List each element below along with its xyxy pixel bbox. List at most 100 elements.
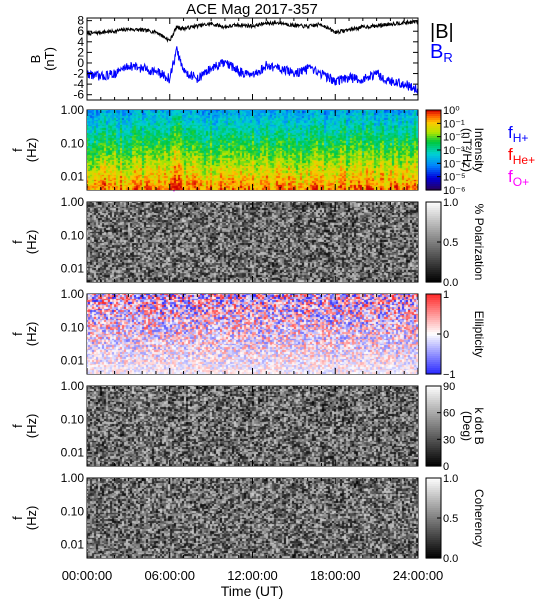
coherency-heatmap-image <box>87 478 418 558</box>
mag-ytick-label: 2 <box>77 45 84 59</box>
colorbar-tick-label: 10⁻⁵ <box>443 172 466 184</box>
kdotb-colorbar: 90 60 30 0 k dot B(Deg) <box>425 381 486 473</box>
colorbar-swatch <box>426 426 441 429</box>
mag-ytick-label: 6 <box>77 24 84 38</box>
colorbar-swatch <box>426 128 441 131</box>
colorbar-swatch <box>426 528 441 531</box>
colorbar-swatch <box>426 156 441 159</box>
colorbar-tick-label: 10⁻² <box>443 132 465 144</box>
kdotb-colorbar-title: k dot B <box>472 407 486 444</box>
kdotb-heatmap-image <box>87 386 418 466</box>
polarization-colorbar-title: % Polarization <box>472 204 486 281</box>
colorbar-swatch <box>426 396 441 399</box>
colorbar-swatch <box>426 188 441 191</box>
freq-tick-label: 0.01 <box>61 262 85 276</box>
colorbar-swatch <box>426 532 441 535</box>
freq-tick-label: 1.00 <box>61 379 85 393</box>
colorbar-swatch <box>426 434 441 437</box>
mag-ytick-label: -4 <box>73 77 84 91</box>
colorbar-swatch <box>426 406 441 409</box>
colorbar-tick-label: 10⁻⁶ <box>443 185 466 197</box>
colorbar-tick-label: 0.5 <box>443 513 458 525</box>
colorbar-swatch <box>426 210 441 213</box>
colorbar-swatch <box>426 172 441 175</box>
colorbar-tick-label: 30 <box>443 434 455 446</box>
colorbar-swatch <box>426 362 441 365</box>
freq-tick-label: 0.01 <box>61 170 85 184</box>
colorbar-swatch <box>426 402 441 405</box>
colorbar-tick-label: 0 <box>443 461 449 473</box>
colorbar-swatch <box>426 300 441 303</box>
colorbar-swatch <box>426 174 441 177</box>
colorbar-swatch <box>426 352 441 355</box>
time-tick-label: 00:00:00 <box>62 568 113 583</box>
intensity-yunit: (Hz) <box>24 138 39 163</box>
colorbar-swatch <box>426 240 441 243</box>
polarization-heatmap-image <box>87 202 418 282</box>
colorbar-swatch <box>426 318 441 321</box>
legend-f-he-plus: fHe+ <box>508 145 535 167</box>
x-axis-label: Time (UT) <box>221 583 283 599</box>
colorbar-swatch <box>426 298 441 301</box>
colorbar-swatch <box>426 232 441 235</box>
colorbar-swatch <box>426 398 441 401</box>
legend-f-o-plus: fO+ <box>508 167 529 189</box>
colorbar-tick-label: 10⁻⁴ <box>443 158 466 170</box>
colorbar-swatch <box>426 216 441 219</box>
colorbar-swatch <box>426 166 441 169</box>
colorbar-swatch <box>426 280 441 283</box>
colorbar-swatch <box>426 364 441 367</box>
colorbar-swatch <box>426 408 441 411</box>
colorbar-swatch <box>426 414 441 417</box>
colorbar-swatch <box>426 276 441 279</box>
colorbar-swatch <box>426 436 441 439</box>
kdotb-ylabel: f <box>10 424 25 428</box>
colorbar-swatch <box>426 160 441 163</box>
colorbar-swatch <box>426 270 441 273</box>
colorbar-swatch <box>426 212 441 215</box>
colorbar-swatch <box>426 534 441 537</box>
freq-tick-label: 0.10 <box>61 228 85 242</box>
colorbar-swatch <box>426 512 441 515</box>
colorbar-swatch <box>426 366 441 369</box>
colorbar-tick-label: 1.0 <box>443 197 458 209</box>
colorbar-swatch <box>426 182 441 185</box>
colorbar-swatch <box>426 146 441 149</box>
colorbar-swatch <box>426 184 441 187</box>
colorbar-swatch <box>426 220 441 223</box>
colorbar-swatch <box>426 502 441 505</box>
freq-tick-label: 0.10 <box>61 320 85 334</box>
colorbar-swatch <box>426 450 441 453</box>
coherency-ylabel: f <box>10 516 25 520</box>
colorbar-swatch <box>426 422 441 425</box>
freq-tick-label: 0.10 <box>61 504 85 518</box>
colorbar-swatch <box>426 122 441 125</box>
colorbar-swatch <box>426 214 441 217</box>
colorbar-swatch <box>426 530 441 533</box>
ellipticity-yunit: (Hz) <box>24 322 39 347</box>
colorbar-swatch <box>426 478 441 481</box>
colorbar-swatch <box>426 444 441 447</box>
colorbar-swatch <box>426 454 441 457</box>
colorbar-swatch <box>426 462 441 465</box>
mag-ytick-label: 4 <box>77 35 84 49</box>
ellipticity-ylabel: f <box>10 332 25 336</box>
colorbar-tick-label: 90 <box>443 381 455 393</box>
colorbar-swatch <box>426 208 441 211</box>
colorbar-swatch <box>426 322 441 325</box>
colorbar-swatch <box>426 262 441 265</box>
colorbar-swatch <box>426 464 441 467</box>
colorbar-swatch <box>426 116 441 119</box>
colorbar-swatch <box>426 358 441 361</box>
colorbar-swatch <box>426 158 441 161</box>
colorbar-swatch <box>426 456 441 459</box>
colorbar-swatch <box>426 310 441 313</box>
colorbar-swatch <box>426 392 441 395</box>
colorbar-swatch <box>426 440 441 443</box>
colorbar-swatch <box>426 410 441 413</box>
colorbar-tick-label: −1 <box>443 369 456 381</box>
colorbar-swatch <box>426 424 441 427</box>
colorbar-swatch <box>426 360 441 363</box>
intensity-heatmap-image <box>87 110 418 190</box>
